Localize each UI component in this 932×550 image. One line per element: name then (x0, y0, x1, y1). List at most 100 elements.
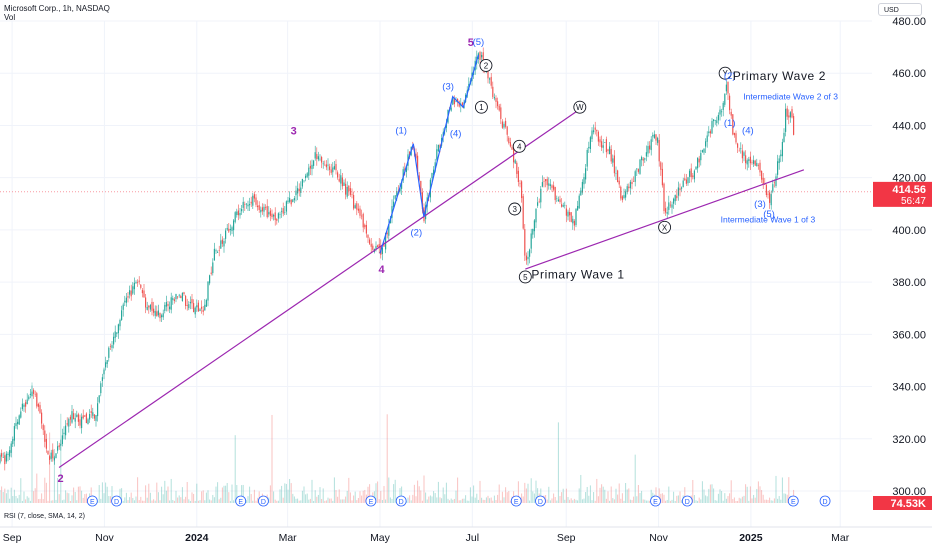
candle-body (439, 145, 441, 148)
volume-bar (754, 497, 756, 503)
candle-body (490, 76, 492, 86)
candle-body (125, 297, 127, 303)
volume-bar (501, 491, 503, 503)
candle-body (213, 248, 215, 261)
volume-bar (770, 500, 772, 503)
volume-bar (490, 497, 492, 503)
volume-bars (0, 382, 795, 503)
currency-selector[interactable]: USD (878, 3, 922, 16)
candle-body (348, 185, 350, 192)
candle-body (44, 430, 46, 442)
volume-bar (258, 491, 260, 503)
volume-bar (252, 500, 254, 503)
price-tick-label: 320.00 (892, 434, 926, 446)
candle-body (220, 240, 222, 249)
candle-body (2, 457, 4, 458)
candle-body (677, 187, 679, 196)
candle-body (783, 132, 785, 143)
volume-bar (140, 496, 142, 503)
candle-body (717, 114, 719, 121)
volume-bar (639, 492, 641, 503)
candle-body (37, 404, 39, 407)
volume-bar (746, 486, 748, 503)
volume-bar (100, 498, 102, 503)
volume-bar (621, 493, 623, 503)
volume-bar (31, 382, 33, 503)
volume-bar (570, 498, 572, 503)
volume-bar (753, 494, 755, 503)
volume-bar (578, 488, 580, 503)
candle-body (335, 163, 337, 171)
candle-body (505, 120, 507, 127)
symbol-title[interactable]: Microsoft Corp., 1h, NASDAQ (4, 4, 110, 13)
candle-body (665, 208, 667, 213)
candle-body (516, 162, 518, 174)
volume-bar (735, 500, 737, 503)
volume-bar (330, 498, 332, 503)
volume-bar (693, 495, 695, 503)
candle-body (431, 172, 433, 179)
candle-body (388, 223, 390, 236)
volume-bar (218, 499, 220, 503)
volume-bar (420, 490, 422, 503)
candle-body (570, 212, 572, 222)
volume-bar (407, 497, 409, 503)
volume-bar (665, 500, 667, 503)
candle-body (500, 107, 502, 119)
volume-bar (55, 499, 57, 503)
volume-bar (466, 500, 468, 503)
candle-body (218, 250, 220, 251)
candle-body (556, 197, 558, 199)
candle-body (690, 168, 692, 178)
candle-body (493, 97, 495, 99)
volume-bar (773, 498, 775, 503)
volume-bar (524, 482, 526, 503)
volume-bar (329, 498, 331, 503)
last-price-value: 414.56 (892, 184, 926, 196)
wave-circle-label: 1 (479, 103, 484, 112)
volume-bar (677, 495, 679, 503)
volume-bar (569, 499, 571, 503)
candle-body (225, 230, 227, 239)
earnings-marker (510, 495, 522, 507)
wave-label-blue: (3) (754, 199, 766, 210)
candle-body (149, 305, 151, 310)
candle-body (543, 181, 545, 182)
candle-body (378, 243, 380, 248)
candle-body (207, 281, 209, 301)
candle-body (245, 203, 247, 205)
volume-bar (554, 496, 556, 503)
volume-bar (42, 499, 44, 503)
wave-circle-label: W (576, 103, 584, 112)
rsi-indicator-label[interactable]: RSI (7, close, SMA, 14, 2) (4, 513, 85, 520)
candle-body (679, 188, 681, 191)
time-axis[interactable]: Sep Nov 2024 Mar May Jul Sep Nov 2025 Mar (0, 526, 932, 544)
candle-body (697, 157, 699, 169)
candle-body (567, 211, 569, 217)
volume-bar (484, 499, 486, 503)
volume-bar (565, 488, 567, 503)
time-tick-label: Sep (3, 532, 22, 544)
wave-label-blue: (3) (442, 81, 454, 92)
volume-bar (60, 413, 62, 503)
volume-bar (577, 500, 579, 503)
candle-body (751, 161, 753, 163)
candle-body (114, 331, 116, 338)
volume-bar (449, 500, 451, 503)
wave-label-purple: 4 (378, 264, 385, 276)
volume-bar (58, 494, 60, 503)
volume-bar (777, 498, 779, 503)
volume-bar (125, 492, 127, 503)
price-axis[interactable]: 480.00 460.00 440.00 420.00 400.00 380.00 360.… (892, 16, 926, 498)
candle-body (605, 139, 607, 153)
volume-bar (273, 491, 275, 503)
candle-body (297, 188, 299, 194)
candle-body (313, 160, 315, 166)
volume-bar (626, 489, 628, 503)
volume-bar (82, 497, 84, 503)
volume-bar (183, 499, 185, 503)
volume-bar (33, 491, 35, 503)
volume-bar (76, 500, 78, 503)
candle-body (745, 155, 747, 164)
